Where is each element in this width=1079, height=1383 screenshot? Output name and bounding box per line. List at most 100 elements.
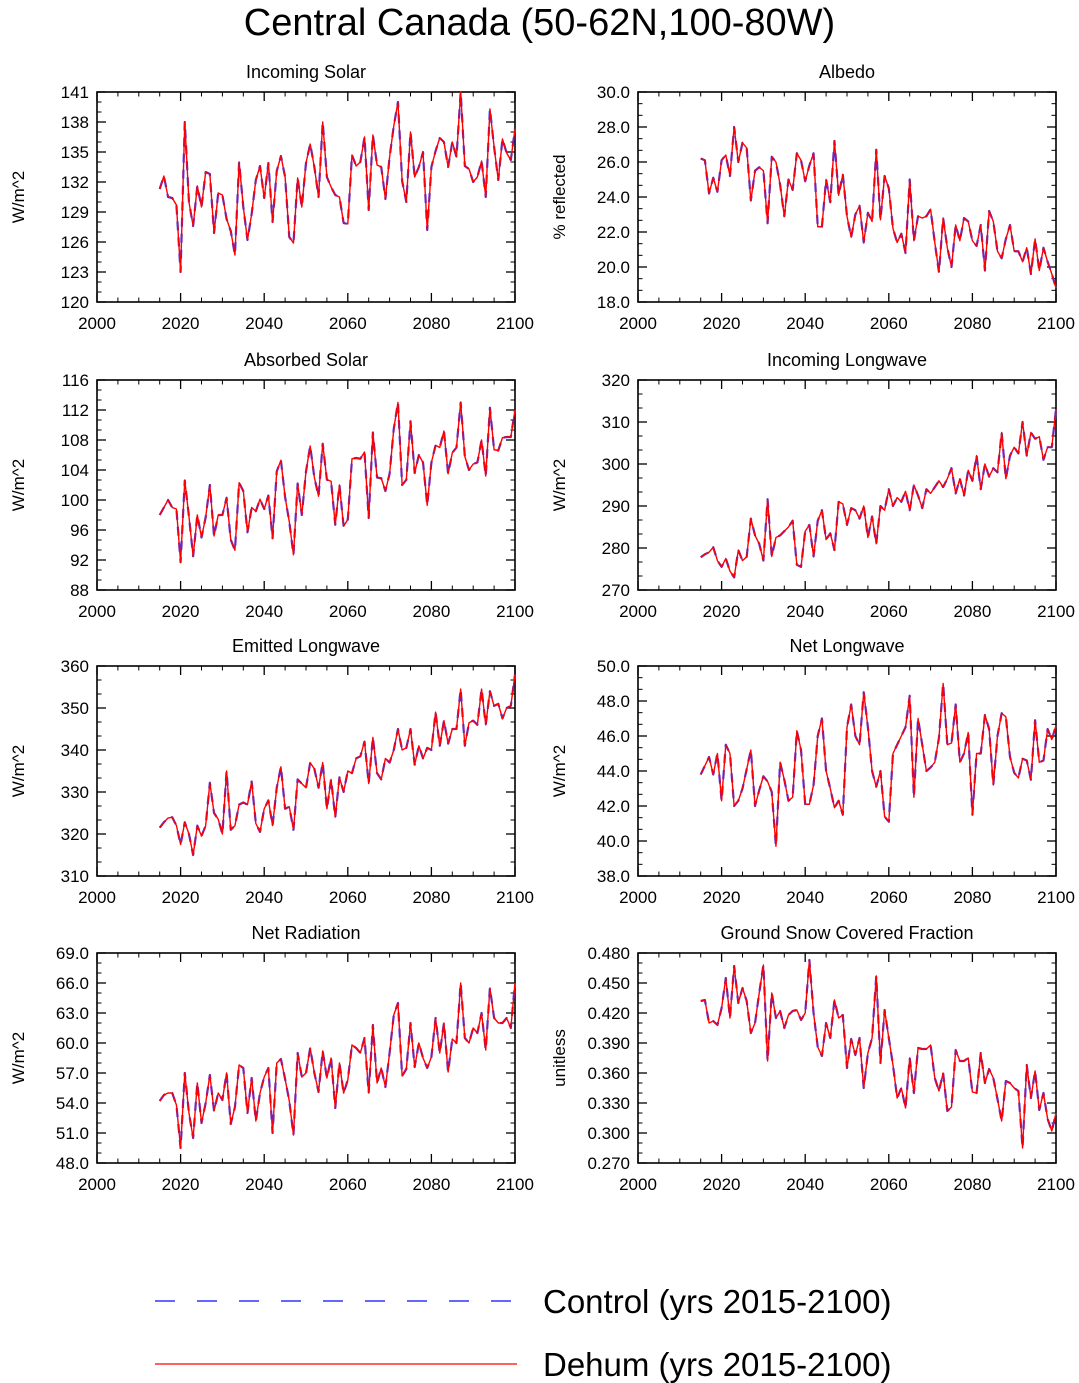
y-tick-label: 69.0 [56, 944, 89, 963]
y-tick-label: 38.0 [597, 867, 630, 886]
y-tick-label: 120 [61, 293, 89, 312]
y-tick-label: 360 [61, 657, 89, 676]
y-tick-label: 48.0 [597, 692, 630, 711]
x-tick-label: 2060 [870, 602, 908, 621]
y-tick-label: 51.0 [56, 1124, 89, 1143]
y-axis-label: W/m^2 [9, 171, 28, 223]
x-tick-label: 2060 [870, 1175, 908, 1194]
x-tick-label: 2000 [619, 1175, 657, 1194]
x-tick-label: 2060 [329, 888, 367, 907]
control-series-line [158, 401, 517, 564]
x-tick-label: 2000 [78, 314, 116, 333]
panel-1: Incoming Solar W/m^2 2000 2020 2040 2060 2080 2… [9, 62, 534, 333]
y-tick-label: 290 [602, 497, 630, 516]
y-axis-label: W/m^2 [9, 1032, 28, 1084]
plot-frame [96, 91, 516, 303]
x-tick-label: 2060 [870, 314, 908, 333]
y-tick-label: 104 [61, 461, 89, 480]
x-tick-label: 2000 [619, 888, 657, 907]
y-tick-label: 320 [61, 825, 89, 844]
y-tick-label: 48.0 [56, 1154, 89, 1173]
panel-3: Absorbed Solar W/m^2 2000 2020 2040 2060 2080 2… [9, 350, 534, 621]
y-tick-label: 63.0 [56, 1004, 89, 1023]
y-tick-label: 0.390 [587, 1034, 630, 1053]
y-tick-label: 116 [62, 371, 89, 390]
y-tick-label: 320 [602, 371, 630, 390]
x-tick-label: 2100 [1037, 888, 1075, 907]
x-tick-label: 2000 [78, 602, 116, 621]
x-tick-label: 2060 [329, 314, 367, 333]
dehum-series-line [159, 91, 516, 273]
plot-frame [96, 379, 516, 591]
x-tick-label: 2020 [703, 602, 741, 621]
y-tick-label: 57.0 [56, 1064, 89, 1083]
x-tick-label: 2040 [245, 314, 283, 333]
panel-title: Incoming Longwave [767, 350, 927, 370]
x-tick-label: 2080 [412, 888, 450, 907]
y-tick-label: 280 [602, 539, 630, 558]
y-tick-label: 40.0 [597, 832, 630, 851]
y-tick-label: 0.420 [587, 1004, 630, 1023]
x-tick-label: 2080 [412, 1175, 450, 1194]
x-tick-label: 2020 [162, 1175, 200, 1194]
x-tick-label: 2100 [496, 602, 534, 621]
dehum-series-line [700, 682, 1057, 847]
x-tick-label: 2040 [245, 1175, 283, 1194]
y-tick-label: 20.0 [597, 258, 630, 277]
control-series-line [700, 409, 1058, 579]
y-tick-label: 100 [61, 491, 89, 510]
y-tick-label: 340 [61, 741, 89, 760]
dehum-series-line [700, 126, 1057, 289]
y-axis-label: W/m^2 [550, 459, 569, 511]
panel-2: Albedo % reflected 2000 2020 2040 2060 2080 210… [550, 62, 1075, 333]
plot-frame [637, 91, 1057, 303]
panel-8: Ground Snow Covered Fraction unitless 2000… [550, 923, 1075, 1194]
x-tick-label: 2040 [245, 888, 283, 907]
legend-label: Control (yrs 2015-2100) [543, 1283, 892, 1320]
y-tick-label: 123 [61, 263, 89, 282]
x-tick-label: 2020 [162, 314, 200, 333]
panel-title: Incoming Solar [246, 62, 366, 82]
x-tick-label: 2100 [496, 888, 534, 907]
y-tick-label: 30.0 [597, 83, 630, 102]
y-tick-label: 24.0 [597, 188, 630, 207]
y-tick-label: 50.0 [597, 657, 630, 676]
x-tick-label: 2060 [870, 888, 908, 907]
y-tick-label: 350 [61, 699, 89, 718]
y-tick-label: 26.0 [597, 153, 630, 172]
x-tick-label: 2000 [619, 314, 657, 333]
x-tick-label: 2080 [953, 888, 991, 907]
x-tick-label: 2020 [162, 602, 200, 621]
x-tick-label: 2080 [953, 602, 991, 621]
x-tick-label: 2100 [1037, 602, 1075, 621]
x-tick-label: 2020 [703, 1175, 741, 1194]
y-tick-label: 0.360 [587, 1064, 630, 1083]
plot-frame [637, 952, 1057, 1164]
x-tick-label: 2020 [703, 314, 741, 333]
y-tick-label: 60.0 [56, 1034, 89, 1053]
x-tick-label: 2080 [953, 314, 991, 333]
dehum-series-line [700, 409, 1057, 579]
panel-title: Ground Snow Covered Fraction [720, 923, 973, 943]
panel-title: Net Radiation [251, 923, 360, 943]
x-tick-label: 2040 [245, 602, 283, 621]
plot-frame [637, 379, 1057, 591]
y-axis-label: % reflected [550, 154, 569, 239]
y-tick-label: 0.270 [587, 1154, 630, 1173]
y-tick-label: 28.0 [597, 118, 630, 137]
dehum-series-line [700, 959, 1057, 1149]
y-tick-label: 88 [70, 581, 89, 600]
panel-title: Net Longwave [789, 636, 904, 656]
dehum-series-line [159, 674, 516, 856]
y-axis-label: W/m^2 [9, 459, 28, 511]
panel-6: Net Longwave W/m^2 2000 2020 2040 2060 2080 210… [550, 636, 1075, 907]
y-tick-label: 141 [61, 83, 89, 102]
x-tick-label: 2040 [786, 1175, 824, 1194]
x-tick-label: 2100 [496, 314, 534, 333]
y-tick-label: 22.0 [597, 223, 630, 242]
legend: Control (yrs 2015-2100) Dehum (yrs 2015-2… [155, 1283, 892, 1383]
x-tick-label: 2100 [1037, 1175, 1075, 1194]
y-tick-label: 92 [70, 551, 89, 570]
